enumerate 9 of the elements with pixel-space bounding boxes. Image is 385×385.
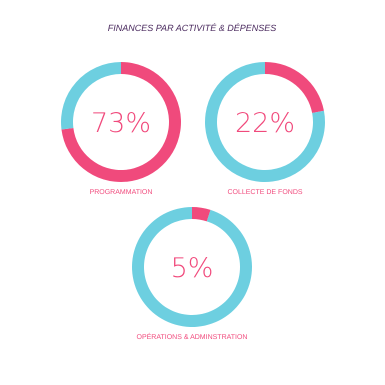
text: 22% (234, 108, 296, 139)
donut-slice (265, 62, 324, 114)
chart-title: FINANCES PAR ACTIVITÉ & DÉPENSES (108, 23, 276, 33)
donut-slice (205, 62, 325, 182)
text: 5% (170, 253, 214, 284)
donut-slice (192, 207, 211, 222)
text: 73% (90, 108, 152, 139)
donut-slice (132, 207, 252, 327)
donut-slice (61, 62, 181, 182)
